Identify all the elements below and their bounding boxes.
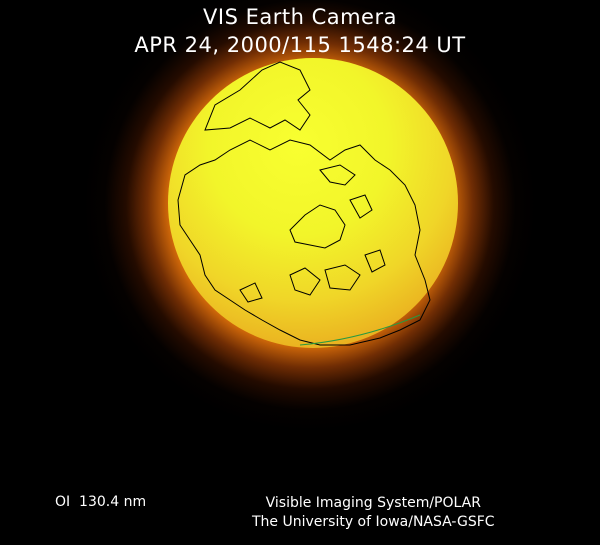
coastline-hudson-bay (289, 204, 346, 249)
earth-disk (168, 58, 458, 348)
credit-line-1: Visible Imaging System/POLAR (265, 495, 481, 511)
credit-block: Visible Imaging System/POLAR The Univers… (252, 494, 495, 532)
wavelength-label: OI 130.4 nm (55, 494, 147, 510)
coastline-greenland (204, 61, 311, 131)
terminator-line (299, 314, 421, 346)
image-timestamp: APR 24, 2000/115 1548:24 UT (134, 33, 466, 57)
credit-line-2: The University of Iowa/NASA-GSFC (252, 514, 495, 530)
image-title: VIS Earth Camera (203, 5, 397, 29)
coastline-north-america (177, 139, 431, 346)
coastline-islands (239, 164, 386, 303)
